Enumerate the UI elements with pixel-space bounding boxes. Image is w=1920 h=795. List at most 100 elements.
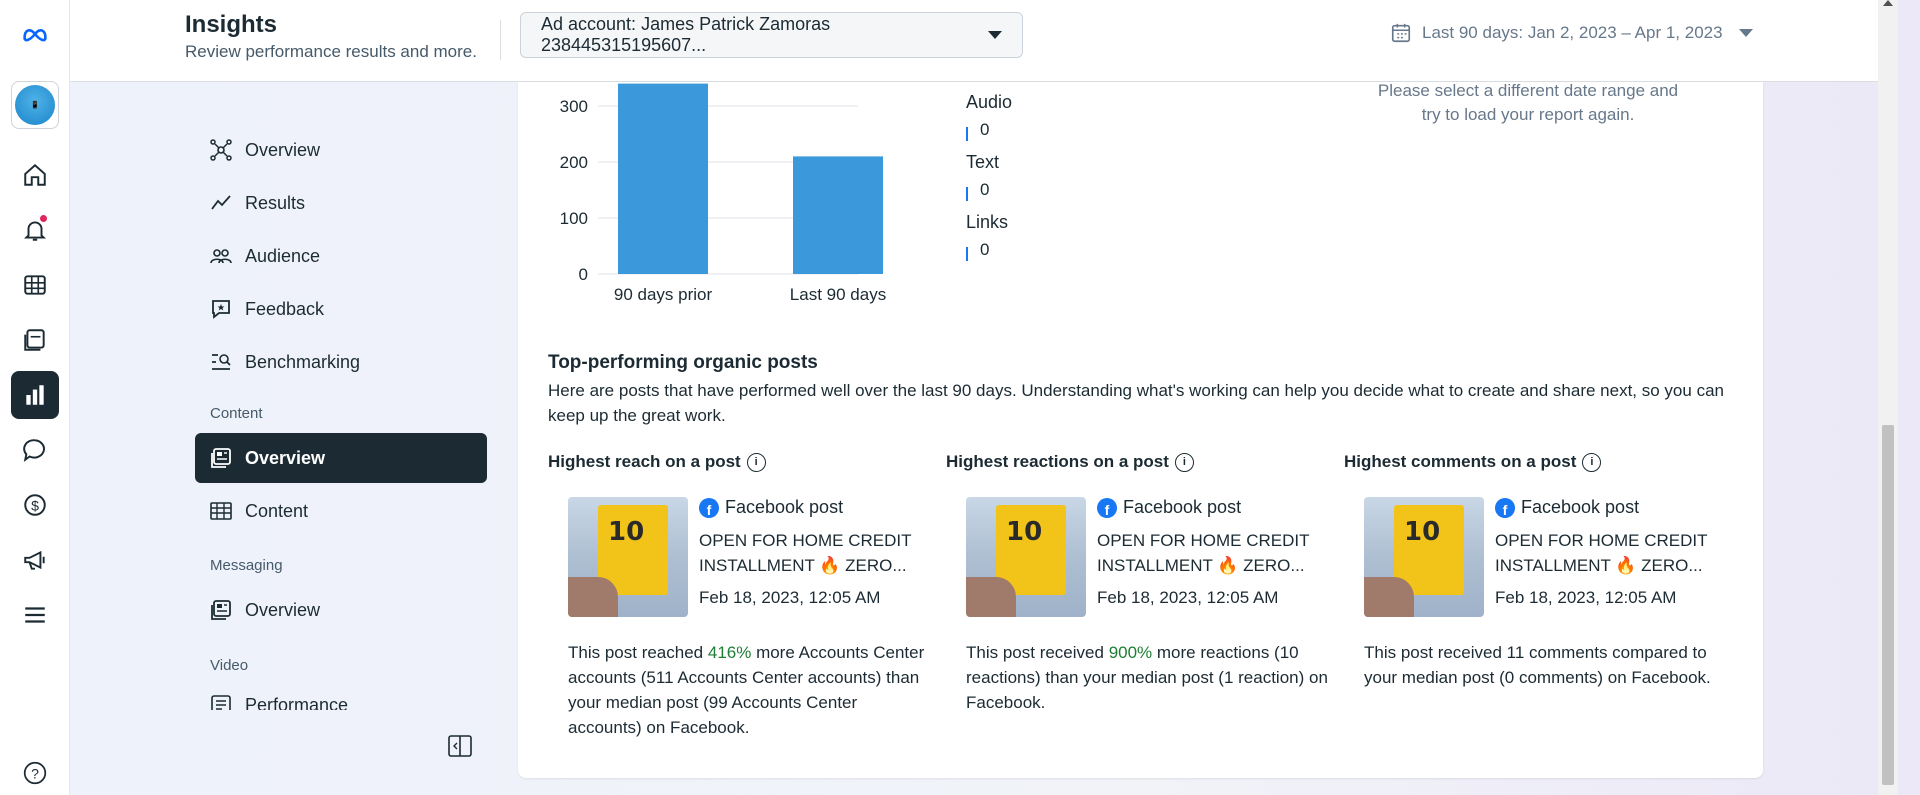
post-type-label: Facebook post [1123,497,1242,517]
info-icon[interactable]: i [1174,452,1194,472]
legend-value: 0 [980,120,990,139]
overview-icon [210,139,232,161]
post-thumbnail[interactable]: 10 [568,497,688,617]
nav-overview[interactable]: Overview [195,125,487,175]
nav-messaging-overview[interactable]: Overview [195,585,487,635]
post-thumbnail[interactable]: 10 [1364,497,1484,617]
nav-label: Overview [245,139,321,160]
post-card[interactable]: 10 f Facebook post OPEN FOR HOME CREDIT … [966,497,1326,617]
people-icon [210,249,232,264]
legend-swatch [966,187,968,201]
content-overview-icon [211,448,231,468]
nav-label: Overview [245,447,326,468]
post-card[interactable]: 10 f Facebook post OPEN FOR HOME CREDIT … [1364,497,1724,617]
header-divider [500,20,501,60]
y-tick-label: 100 [560,209,588,228]
menu-icon[interactable] [11,591,59,639]
highest-reach-column: Highest reach on a post i 10 f Facebook … [548,452,928,737]
summary-percent: 900% [1108,643,1153,662]
chevron-down-icon [988,31,1002,39]
post-date: Feb 18, 2023, 12:05 AM [699,588,881,607]
collapse-sidebar-icon[interactable] [447,733,473,759]
pages-icon[interactable] [11,316,59,364]
nav-results[interactable]: Results [195,178,487,228]
summary-post: more Accounts Center accounts (511 Accou… [568,643,925,737]
bar[interactable] [793,156,883,274]
help-icon[interactable]: ? [11,749,59,795]
legend-swatch [966,127,968,141]
legend-label: Text [966,152,1000,172]
ad-account-selector[interactable]: Ad account: James Patrick Zamoras 238445… [520,12,1023,58]
nav-content-overview[interactable]: Overview [195,433,487,483]
post-type: f Facebook post [699,497,929,518]
legend-value: 0 [980,180,990,199]
scroll-up-arrow-icon[interactable] [1883,0,1893,6]
column-title-text: Highest reach on a post [548,452,741,471]
legend-swatch [966,247,968,261]
post-meta: f Facebook post OPEN FOR HOME CREDIT INS… [1097,497,1327,608]
notification-dot [40,215,47,222]
thumb-number: 10 [608,517,645,547]
column-title-text: Highest comments on a post [1344,452,1577,471]
column-title: Highest reactions on a post i [946,452,1326,472]
info-icon[interactable]: i [1582,452,1602,472]
thumb-number: 10 [1006,517,1043,547]
facebook-icon: f [699,497,719,518]
nav-feedback[interactable]: Feedback [195,284,487,334]
home-icon[interactable] [11,151,59,199]
summary-pre: This post received 11 comments compared … [1364,643,1711,687]
meta-logo-icon[interactable] [11,10,59,58]
nav-content[interactable]: Content [195,486,487,536]
ad-account-label: Ad account: James Patrick Zamoras 238445… [541,14,831,55]
post-text: OPEN FOR HOME CREDIT INSTALLMENT 🔥 ZERO.… [699,531,912,575]
chat-icon[interactable] [11,426,59,474]
dollar-icon[interactable]: $ [11,481,59,529]
section-description: Here are posts that have performed well … [548,381,1724,425]
thumb-number: 10 [1404,517,1441,547]
x-tick-label: Last 90 days [790,285,886,304]
video-performance-icon [211,695,231,710]
summary-pre: This post reached [568,643,708,662]
page-title: Insights [185,11,278,38]
y-tick-label: 200 [560,153,588,172]
bar[interactable] [618,83,708,274]
page-header: Insights Review performance results and … [70,0,1878,82]
info-icon[interactable]: i [746,452,766,472]
nav-video-performance[interactable]: Performance [195,680,487,710]
avatar: 📱 [15,85,55,125]
post-text: OPEN FOR HOME CREDIT INSTALLMENT 🔥 ZERO.… [1495,531,1708,575]
post-meta: f Facebook post OPEN FOR HOME CREDIT INS… [1495,497,1725,608]
date-range-label: Last 90 days: Jan 2, 2023 – Apr 1, 2023 [1422,23,1723,42]
post-type-label: Facebook post [725,497,844,517]
nav-label: Performance [245,694,349,711]
nav-benchmarking[interactable]: Benchmarking [195,337,487,387]
page-avatar[interactable]: 📱 [11,81,59,129]
error-message: Please select a different date range and… [1377,81,1679,124]
insights-icon[interactable] [11,371,59,419]
post-summary: This post received 900% more reactions (… [966,640,1331,715]
y-tick-label: 0 [579,265,588,284]
scroll-thumb[interactable] [1882,425,1894,785]
post-thumbnail[interactable]: 10 [966,497,1086,617]
post-type-label: Facebook post [1521,497,1640,517]
legend-value: 0 [980,240,990,259]
nav-section-messaging: Messaging [210,557,283,574]
megaphone-icon[interactable] [11,536,59,584]
x-tick-label: 90 days prior [614,285,713,304]
feedback-icon [212,300,230,319]
summary-pre: This post received [966,643,1109,662]
post-type: f Facebook post [1495,497,1725,518]
post-card[interactable]: 10 f Facebook post OPEN FOR HOME CREDIT … [568,497,928,617]
page-scrollbar[interactable] [1878,0,1898,795]
trend-icon [211,195,231,210]
grid-icon[interactable] [11,261,59,309]
hand-image [1364,577,1414,617]
column-title-text: Highest reactions on a post [946,452,1169,471]
content-chart: 0 100 200 300 90 days prior Last 90 days [560,83,886,304]
nav-audience[interactable]: Audience [195,231,487,281]
page-subtitle: Review performance results and more. [185,42,477,61]
bell-icon[interactable] [11,206,59,254]
post-meta: f Facebook post OPEN FOR HOME CREDIT INS… [699,497,929,608]
svg-text:$: $ [31,497,39,513]
date-range-selector[interactable]: Last 90 days: Jan 2, 2023 – Apr 1, 2023 [1390,22,1753,44]
